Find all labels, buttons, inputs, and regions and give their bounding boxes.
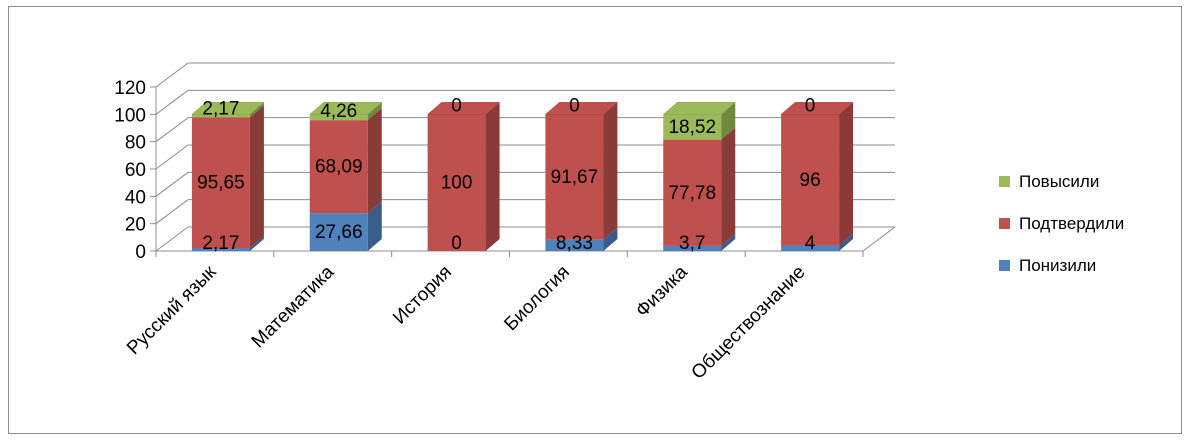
bar-front-1 <box>545 114 604 240</box>
data-label-0: 4 <box>805 233 816 254</box>
y-tick-label: 80 <box>125 133 146 154</box>
bar-side-1 <box>839 102 854 246</box>
data-label-0: 3,7 <box>679 233 705 254</box>
bar-side-0 <box>721 233 736 251</box>
category-label: Обществознание <box>688 262 810 384</box>
bar-side-0 <box>367 201 382 251</box>
data-label-0: 8,33 <box>556 233 593 254</box>
data-label-2: 0 <box>569 95 580 116</box>
bar-front-0 <box>545 239 604 251</box>
bar-side-1 <box>721 127 736 246</box>
data-label-1: 96 <box>800 170 821 191</box>
y-tick-label: 20 <box>125 215 146 236</box>
bar-side-1 <box>249 105 264 249</box>
data-label-2: 0 <box>805 95 816 116</box>
bar-side-2 <box>249 102 264 118</box>
bar-side-0 <box>249 236 264 251</box>
category-label: Математика <box>248 261 339 352</box>
data-label-1: 95,65 <box>197 173 245 194</box>
data-label-2: 18,52 <box>668 117 716 138</box>
data-label-2: 0 <box>451 95 462 116</box>
bar-front-2 <box>663 114 722 140</box>
bar-top <box>191 102 265 115</box>
data-label-0: 0 <box>451 233 462 254</box>
bar-front-2 <box>191 114 250 118</box>
category-label: Биология <box>500 262 573 335</box>
y-tick-label: 100 <box>114 105 146 126</box>
side-wall-gridline <box>155 62 189 88</box>
legend-swatch <box>999 176 1010 187</box>
legend-label: Повысили <box>1019 172 1099 191</box>
bar-front-0 <box>309 213 368 251</box>
y-tick-label: 0 <box>135 242 146 263</box>
legend-label: Подтвердили <box>1019 214 1124 233</box>
bar-top <box>309 102 383 115</box>
y-tick-label: 120 <box>114 78 146 99</box>
bar-front-1 <box>427 114 486 251</box>
bar-side-1 <box>485 102 500 251</box>
bar-side-0 <box>839 233 854 251</box>
data-label-1: 68,09 <box>315 157 363 178</box>
category-label: История <box>389 262 456 329</box>
bar-side-0 <box>603 227 618 251</box>
side-wall-gridline <box>155 226 189 252</box>
side-wall-gridline <box>155 171 189 197</box>
data-label-2: 2,17 <box>202 98 239 119</box>
bar-front-1 <box>663 139 722 246</box>
bar-front-1 <box>781 114 840 246</box>
data-label-0: 2,17 <box>202 233 239 254</box>
bar-side-1 <box>367 108 382 214</box>
bar-side-1 <box>603 102 618 240</box>
chart-frame: 0 20 40 60 80 100 120 2,17 95,65 2,17 Русский язык… <box>8 6 1182 434</box>
bar-top <box>662 102 736 115</box>
bar-front-0 <box>191 248 250 251</box>
bar-front-1 <box>309 120 368 214</box>
y-tick-label: 40 <box>125 187 146 208</box>
legend-label: Понизили <box>1019 256 1096 275</box>
bar-front-2 <box>309 114 368 121</box>
side-wall-gridline <box>155 89 189 115</box>
bar-front-0 <box>781 245 840 251</box>
side-wall-gridline <box>155 199 189 225</box>
bar-side-2 <box>367 102 382 121</box>
data-label-2: 4,26 <box>320 101 357 122</box>
bar-top <box>544 102 619 115</box>
legend-swatch <box>999 218 1010 229</box>
bar-front-0 <box>663 245 722 251</box>
category-label: Физика <box>632 261 692 321</box>
category-label: Русский язык <box>123 261 221 359</box>
side-wall-gridline <box>155 144 189 170</box>
bar-top <box>426 102 501 115</box>
y-tick-label: 60 <box>125 160 146 181</box>
side-wall-gridline <box>155 117 189 143</box>
bar-front-1 <box>191 117 250 249</box>
data-label-1: 77,78 <box>668 183 716 204</box>
bar-top <box>780 102 854 115</box>
data-label-1: 100 <box>441 173 473 194</box>
legend-swatch <box>999 260 1010 271</box>
data-label-0: 27,66 <box>315 222 363 243</box>
data-label-1: 91,67 <box>551 167 599 188</box>
